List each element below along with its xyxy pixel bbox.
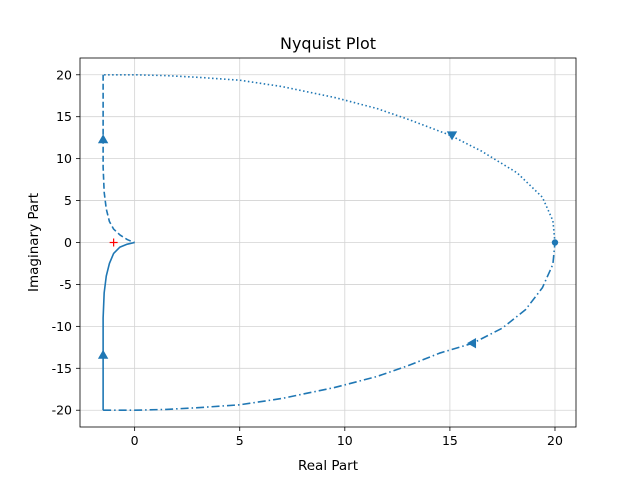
tick-layer: 0 5 10 15 20 -20 -15 -10 -5 0 5 10 15 20 xyxy=(52,67,563,448)
direction-arrow-marker xyxy=(446,131,458,141)
y-tick-label: 5 xyxy=(64,193,72,208)
critical-point-marker xyxy=(109,238,118,247)
y-tick-label: -15 xyxy=(52,361,72,376)
x-tick-label: 0 xyxy=(131,433,139,448)
marker-layer xyxy=(97,131,559,359)
chart-title: Nyquist Plot xyxy=(280,34,376,53)
y-tick-label: 15 xyxy=(56,109,72,124)
y-tick-label: 20 xyxy=(56,67,72,82)
x-tick-label: 20 xyxy=(547,433,563,448)
y-tick-label: 0 xyxy=(64,235,72,250)
x-tick-label: 5 xyxy=(236,433,244,448)
series-line-negative-frequency-dashdot xyxy=(103,242,556,412)
x-tick-label: 10 xyxy=(337,433,353,448)
x-axis-label: Real Part xyxy=(298,458,358,474)
direction-arrow-marker xyxy=(467,337,477,349)
direction-arrow-marker xyxy=(97,349,109,359)
series-line-positive-frequency-dashed xyxy=(102,74,135,244)
x-tick-label: 15 xyxy=(442,433,458,448)
series-line-positive-frequency-dotted xyxy=(103,73,556,243)
point-marker xyxy=(551,239,559,246)
y-tick-label: 10 xyxy=(56,151,72,166)
y-tick-label: -5 xyxy=(60,277,72,292)
y-axis-label: Imaginary Part xyxy=(26,193,42,292)
y-tick-label: -20 xyxy=(52,403,72,418)
direction-arrow-marker xyxy=(97,134,109,144)
grid-lines xyxy=(80,58,576,427)
y-tick-label: -10 xyxy=(52,319,72,334)
